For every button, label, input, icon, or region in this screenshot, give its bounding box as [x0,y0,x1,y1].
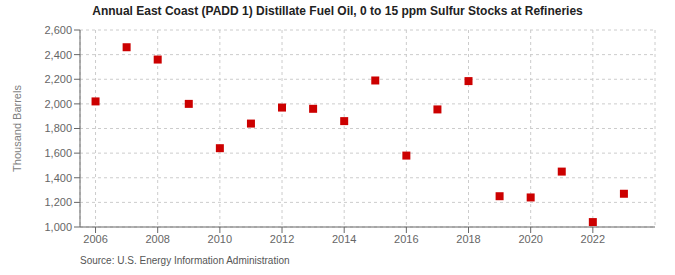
svg-text:2006: 2006 [83,233,107,245]
svg-text:2,400: 2,400 [44,49,72,61]
html-text:Annual East Coast (PADD 1) Dis: Annual East Coast (PADD 1) Distillate Fu… [92,4,583,18]
svg-text:2,600: 2,600 [44,24,72,36]
svg-text:2022: 2022 [581,233,605,245]
svg-text:1,600: 1,600 [44,147,72,159]
svg-text:2010: 2010 [208,233,232,245]
svg-text:2014: 2014 [332,233,356,245]
svg-text:Thousand Barrels: Thousand Barrels [11,85,23,172]
svg-text:1,400: 1,400 [44,172,72,184]
svg-text:1,000: 1,000 [44,221,72,233]
svg-text:1,200: 1,200 [44,196,72,208]
svg-text:1,800: 1,800 [44,122,72,134]
svg-text:2008: 2008 [145,233,169,245]
svg-text:2020: 2020 [518,233,542,245]
html-text:Source: U.S. Energy Informatio: Source: U.S. Energy Information Administ… [80,255,290,266]
svg-text:2016: 2016 [394,233,418,245]
svg-text:2,200: 2,200 [44,73,72,85]
svg-text:2018: 2018 [456,233,480,245]
svg-text:2012: 2012 [270,233,294,245]
svg-text:2,000: 2,000 [44,98,72,110]
